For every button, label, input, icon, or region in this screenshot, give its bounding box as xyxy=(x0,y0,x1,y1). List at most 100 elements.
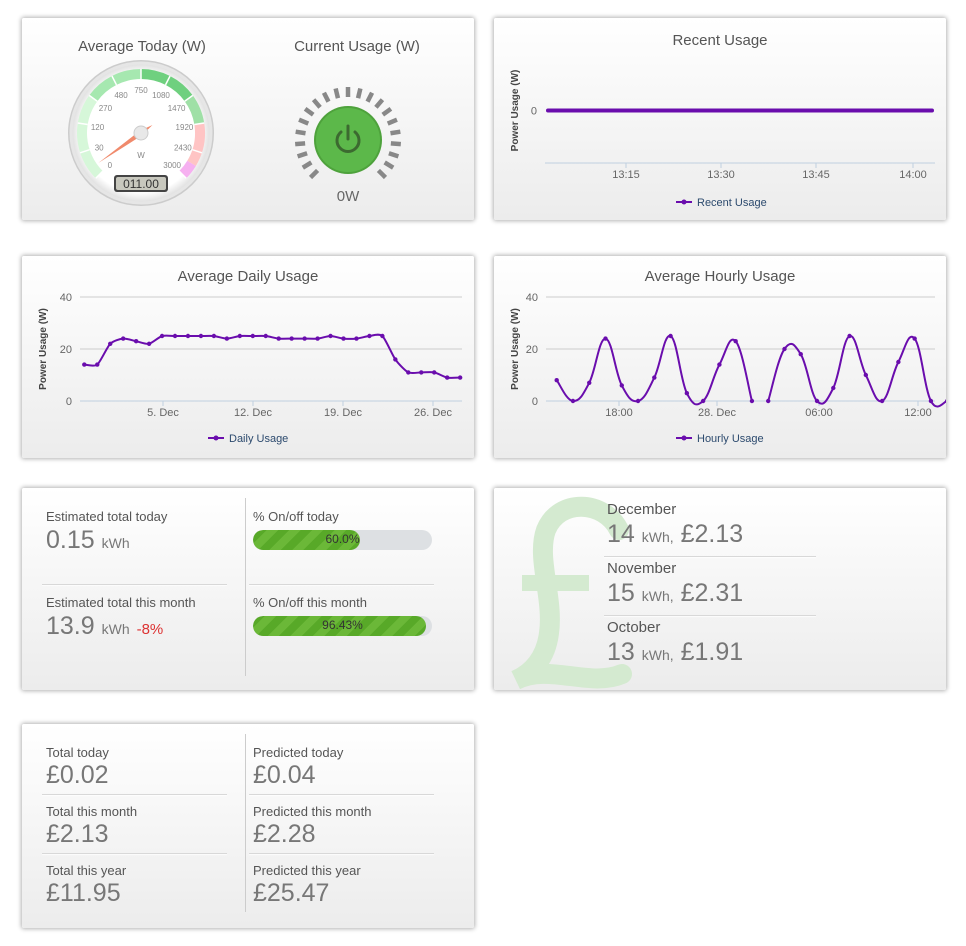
data-point xyxy=(879,398,885,404)
cost-value: £2.13 xyxy=(46,820,109,848)
divider xyxy=(245,498,246,676)
gauge-tick-label: 0 xyxy=(108,161,113,170)
data-point xyxy=(380,333,385,339)
y-tick-label: 40 xyxy=(60,292,72,304)
gauge-tick-label: 30 xyxy=(95,144,104,153)
x-tick-label: 19. Dec xyxy=(324,407,362,419)
divider xyxy=(42,584,227,585)
data-point xyxy=(782,346,787,352)
recent-usage-panel: Recent Usage Power Usage (W) 0 13:15 13:30 1… xyxy=(494,18,946,220)
divider xyxy=(245,734,246,912)
data-point xyxy=(831,385,836,391)
data-point xyxy=(224,336,230,341)
power-ring-tick xyxy=(381,107,393,117)
legend-marker xyxy=(213,435,219,441)
month-value: 13 kWh, £1.91 xyxy=(607,638,743,667)
cost: £1.91 xyxy=(680,638,744,666)
daily-usage-chart: Power Usage (W) 0 20 40 5. Dec 12. Dec 19. Dec… xyxy=(38,292,463,445)
data-point xyxy=(603,336,608,341)
current-value: 0W xyxy=(336,188,360,205)
odometer-screen xyxy=(116,177,166,190)
data-point xyxy=(108,341,113,346)
x-tick-label: 13:30 xyxy=(707,169,735,181)
data-point xyxy=(120,336,126,341)
data-point xyxy=(928,398,934,404)
data-point xyxy=(684,391,690,396)
power-ring-tick xyxy=(311,98,322,109)
month-value: 15 kWh, £2.31 xyxy=(607,579,743,608)
energy-panel: Estimated total today 0.15 kWh Estimated… xyxy=(22,488,474,690)
month-name: November xyxy=(607,560,677,577)
kwh: 15 xyxy=(607,579,635,607)
power-ring-tick xyxy=(308,168,320,180)
x-tick-label: 18:00 xyxy=(605,407,633,419)
data-point xyxy=(717,362,722,367)
gauge-tick-label: 1080 xyxy=(152,91,170,100)
gauge-band xyxy=(141,69,193,102)
legend-label[interactable]: Daily Usage xyxy=(229,433,288,445)
data-point xyxy=(406,370,411,375)
onoff-month-label: % On/off this month xyxy=(253,595,367,610)
chart-title: Recent Usage xyxy=(672,32,768,49)
data-point xyxy=(733,339,738,344)
data-point xyxy=(432,370,437,375)
gauge-band xyxy=(77,95,103,179)
legend-marker xyxy=(681,435,687,441)
data-point xyxy=(766,398,771,404)
month-change: -8% xyxy=(136,621,164,638)
data-point xyxy=(341,336,346,341)
series-line xyxy=(767,335,946,408)
cost-label: Total today xyxy=(46,745,109,760)
data-point xyxy=(250,333,255,339)
gauge-tick xyxy=(194,122,205,126)
value: 0.15 xyxy=(46,526,95,554)
x-tick-label: 14:00 xyxy=(899,169,927,181)
unit: kWh, xyxy=(641,588,674,604)
legend-marker xyxy=(681,199,687,205)
power-ring-tick xyxy=(374,98,385,109)
y-tick-label: 0 xyxy=(66,396,72,408)
data-point xyxy=(302,336,307,341)
month-name: December xyxy=(607,501,677,518)
onoff-today-bar: 60.0% xyxy=(253,530,432,550)
power-ring-tick xyxy=(298,117,310,126)
gauge-tick xyxy=(95,170,104,179)
data-point xyxy=(237,333,243,339)
onoff-today-label: % On/off today xyxy=(253,509,339,524)
bar-text: 60.0% xyxy=(325,532,360,546)
power-ring-tick xyxy=(296,151,308,159)
gauge-tick xyxy=(111,75,118,86)
monthly-history-panel: December 14 kWh, £2.13 November 15 kWh, … xyxy=(494,488,946,690)
onoff-month-bar: 96.43% xyxy=(253,616,432,636)
power-ring-tick xyxy=(390,141,402,147)
data-point xyxy=(185,333,191,339)
x-tick-label: 13:45 xyxy=(802,169,830,181)
power-ring-tick xyxy=(303,107,315,117)
legend-label[interactable]: Hourly Usage xyxy=(697,433,764,445)
legend-label[interactable]: Recent Usage xyxy=(697,197,767,209)
data-point xyxy=(95,362,100,367)
divider xyxy=(249,853,434,854)
x-tick-label: 26. Dec xyxy=(414,407,452,419)
current-usage-title: Current Usage (W) xyxy=(294,38,420,55)
data-point xyxy=(133,339,139,344)
data-point xyxy=(444,375,450,380)
gauge-tick xyxy=(88,94,98,102)
gauge-band xyxy=(184,95,205,125)
gauge-tick xyxy=(184,94,194,102)
data-point xyxy=(700,398,706,404)
gauge-tick-label: 1920 xyxy=(176,123,194,132)
x-tick-label: 06:00 xyxy=(805,407,833,419)
gauge-tick xyxy=(178,170,187,179)
unit: kWh, xyxy=(641,529,674,545)
pound-watermark xyxy=(511,496,632,690)
y-tick-label: 40 xyxy=(526,292,538,304)
power-icon xyxy=(335,130,361,153)
gauge-tick xyxy=(164,75,171,86)
x-tick-label: 5. Dec xyxy=(147,407,179,419)
data-point xyxy=(912,336,917,341)
value: 13.9 xyxy=(46,612,95,640)
gauge-tick-label: 480 xyxy=(114,91,128,100)
cost-label: Predicted this year xyxy=(253,863,361,878)
